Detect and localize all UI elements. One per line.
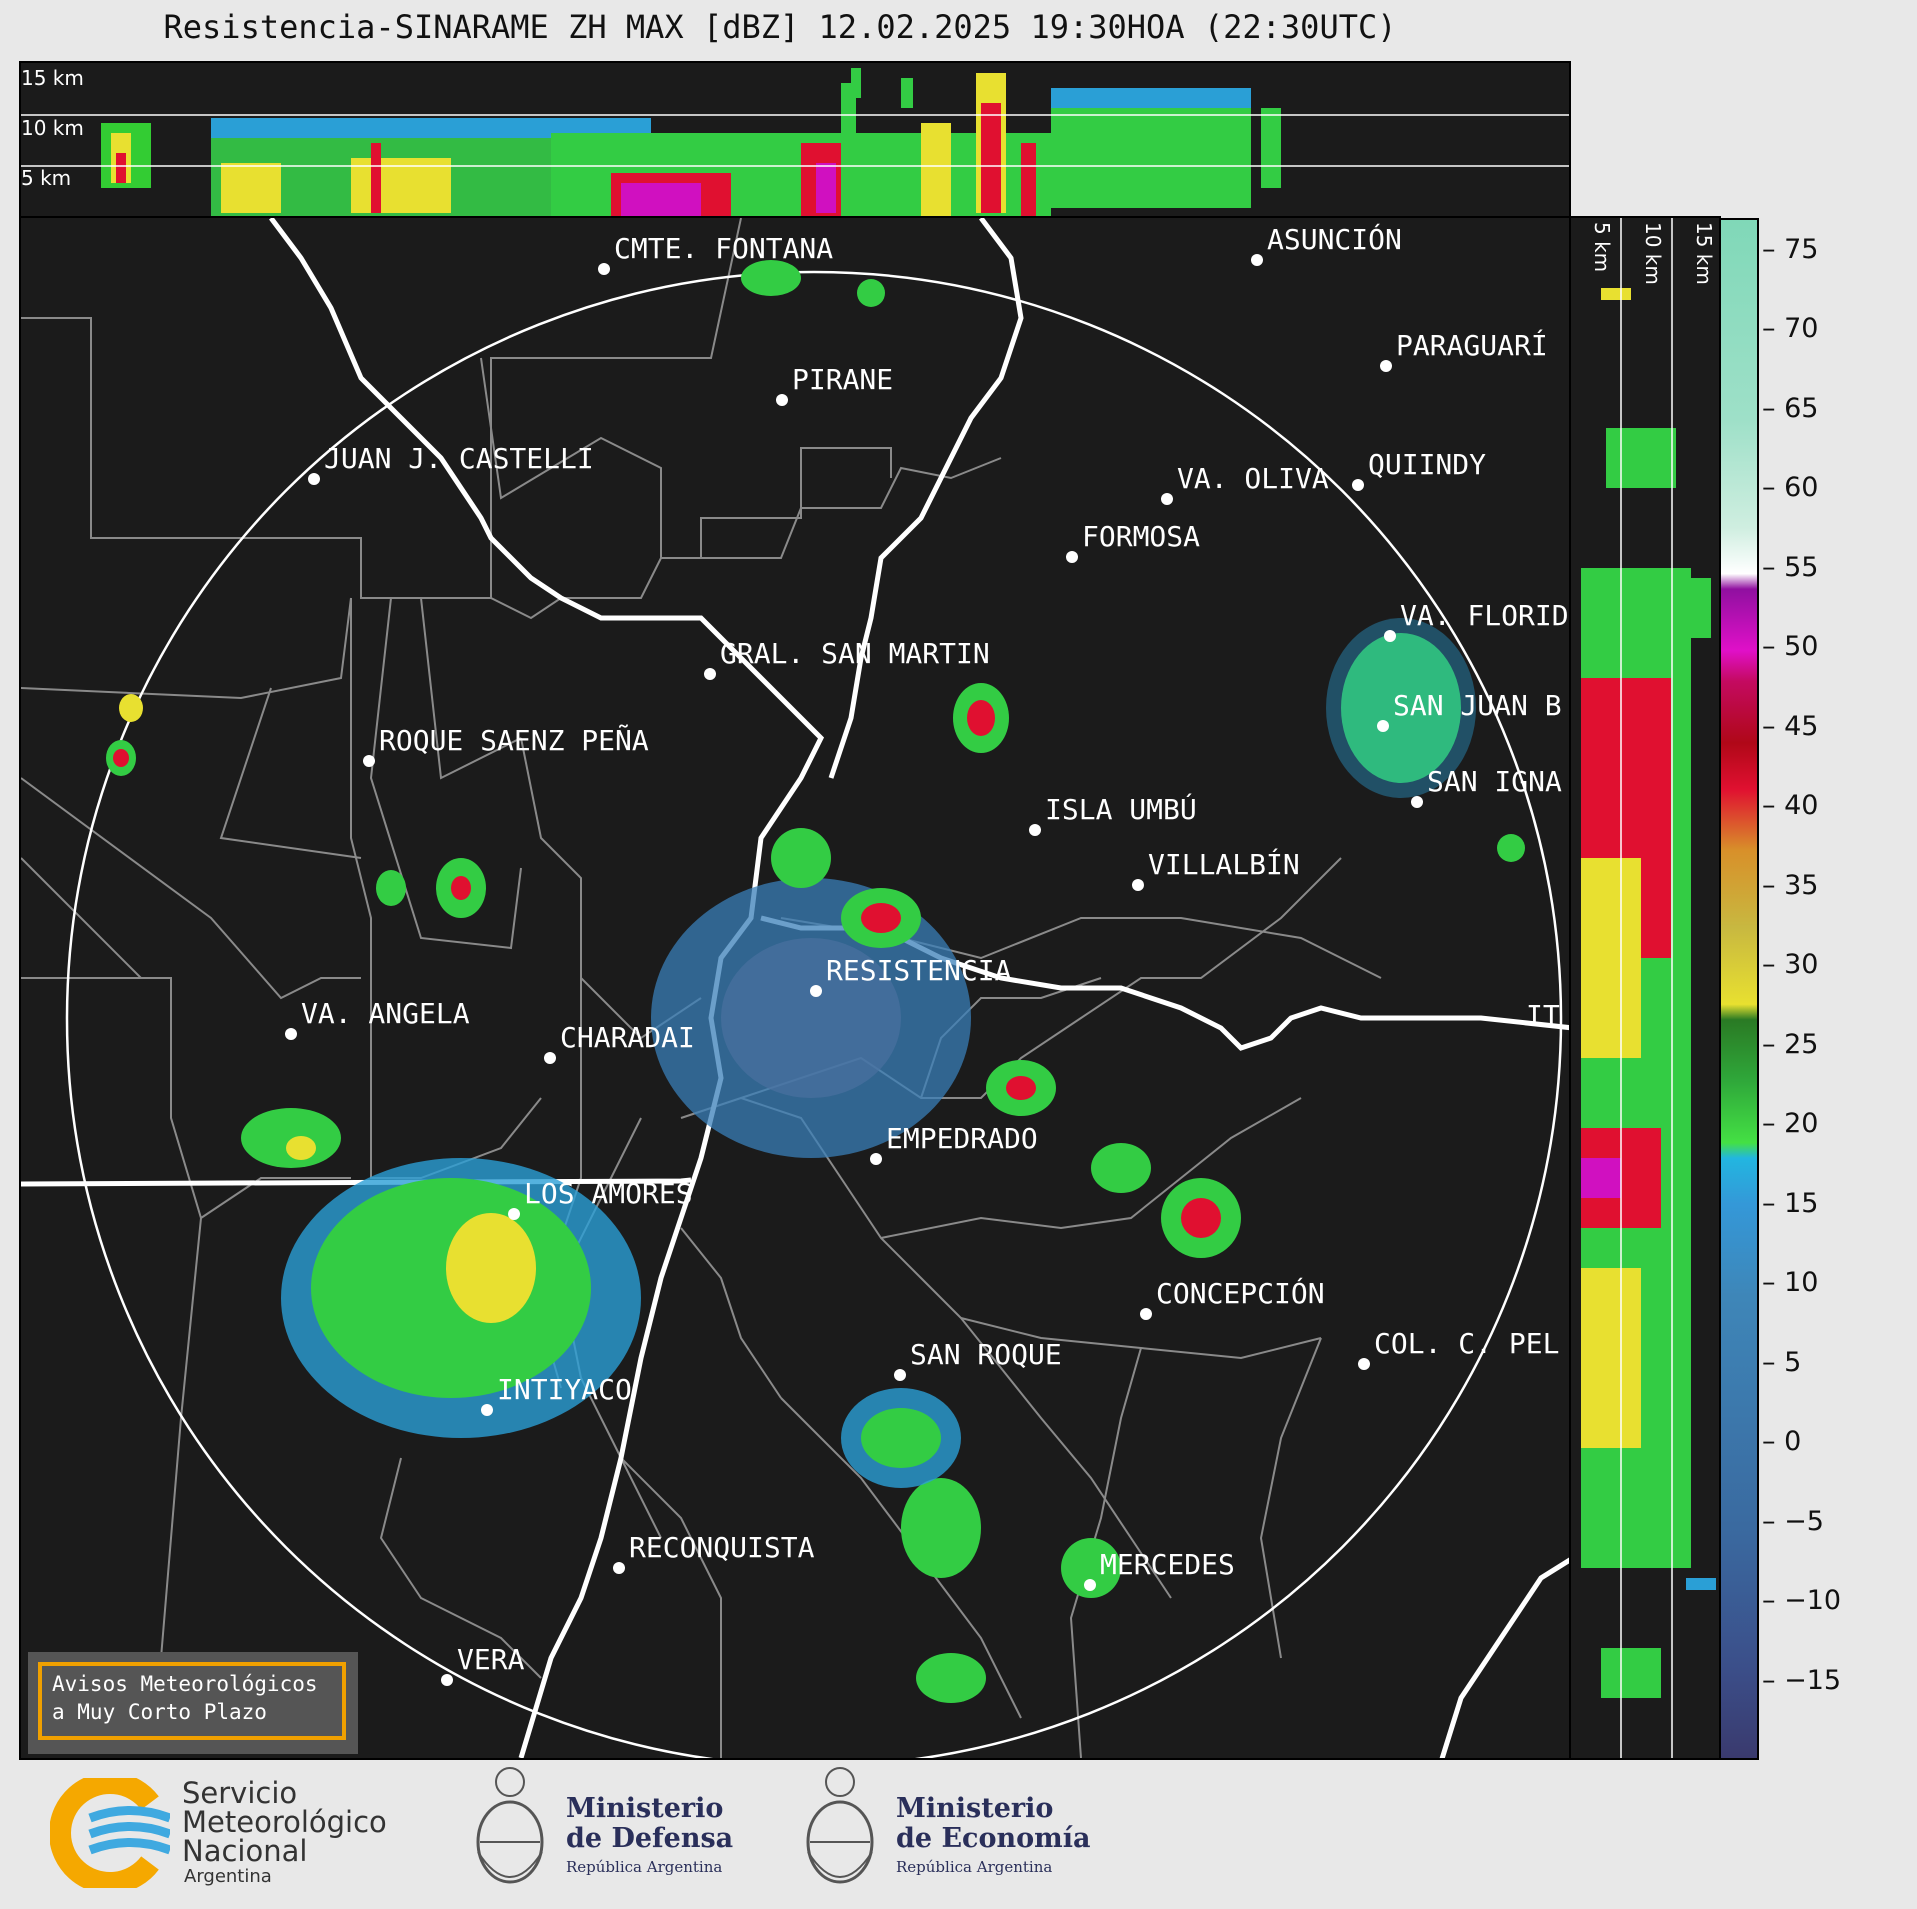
svg-text:RECONQUISTA: RECONQUISTA xyxy=(629,1531,815,1564)
radar-range-circle xyxy=(65,270,1563,1758)
colorbar-tick: – 15 xyxy=(1762,1187,1819,1219)
svg-text:EMPEDRADO: EMPEDRADO xyxy=(886,1122,1038,1155)
side-profile-echoes xyxy=(1581,288,1716,1698)
colorbar-tick: – 60 xyxy=(1762,472,1819,504)
coat-of-arms-icon xyxy=(476,1767,544,1884)
defensa-line1: Ministerio xyxy=(566,1793,724,1824)
svg-text:COL. C. PEL: COL. C. PEL xyxy=(1374,1327,1559,1360)
svg-text:INTIYACO: INTIYACO xyxy=(497,1373,632,1406)
side-height-10km: 10 km xyxy=(1641,222,1665,285)
radar-echoes xyxy=(106,260,1525,1703)
defensa-seal xyxy=(470,1762,550,1897)
colorbar-tick: – 0 xyxy=(1762,1426,1802,1458)
svg-text:LOS AMORES: LOS AMORES xyxy=(524,1177,693,1210)
colorbar-tick: – 10 xyxy=(1762,1267,1819,1299)
smn-line3: Nacional xyxy=(182,1834,308,1868)
colorbar-tick: – 45 xyxy=(1762,710,1819,742)
avisos-line1: Avisos Meteorológicos xyxy=(52,1672,318,1696)
economia-line3: República Argentina xyxy=(896,1858,1053,1876)
svg-text:FORMOSA: FORMOSA xyxy=(1082,520,1200,553)
svg-text:SAN ROQUE: SAN ROQUE xyxy=(910,1338,1062,1371)
colorbar-tick: – 30 xyxy=(1762,949,1819,981)
svg-text:SAN JUAN B: SAN JUAN B xyxy=(1393,689,1562,722)
svg-text:PIRANE: PIRANE xyxy=(792,363,893,396)
avisos-line2: a Muy Corto Plazo xyxy=(52,1700,267,1724)
smn-logo xyxy=(50,1778,170,1888)
top-height-profile: 15 km 10 km 5 km xyxy=(19,61,1571,219)
height-label-10km: 10 km xyxy=(21,116,84,140)
svg-text:VERA: VERA xyxy=(457,1643,525,1676)
smn-line2: Meteorológico xyxy=(182,1805,387,1839)
colorbar-tick: – 20 xyxy=(1762,1108,1819,1140)
economia-line1: Ministerio xyxy=(896,1793,1054,1824)
svg-text:CONCEPCIÓN: CONCEPCIÓN xyxy=(1156,1276,1325,1310)
coat-of-arms-icon xyxy=(806,1767,874,1884)
economia-seal xyxy=(800,1762,880,1897)
svg-text:RESISTENCIA: RESISTENCIA xyxy=(826,954,1012,987)
profile-echoes xyxy=(101,68,1281,217)
economia-line2: de Economía xyxy=(896,1823,1091,1854)
svg-text:ROQUE SAENZ PEÑA: ROQUE SAENZ PEÑA xyxy=(379,723,649,757)
side-height-15km: 15 km xyxy=(1692,222,1716,285)
svg-text:VA. ANGELA: VA. ANGELA xyxy=(301,997,470,1030)
svg-text:IT: IT xyxy=(1526,999,1560,1032)
svg-text:ISLA UMBÚ: ISLA UMBÚ xyxy=(1045,792,1197,826)
svg-text:PARAGUARÍ: PARAGUARÍ xyxy=(1396,328,1548,362)
colorbar-tick: – 65 xyxy=(1762,392,1819,424)
svg-text:ASUNCIÓN: ASUNCIÓN xyxy=(1267,222,1402,256)
smn-logo-icon xyxy=(50,1778,170,1888)
height-label-15km: 15 km xyxy=(21,66,84,90)
city-markers: CMTE. FONTANA ASUNCIÓN PARAGUARÍ PIRANE … xyxy=(285,222,1571,1686)
height-label-5km: 5 km xyxy=(21,166,71,190)
map-title: Resistencia-SINARAME ZH MAX [dBZ] 12.02.… xyxy=(163,8,1397,46)
colorbar-tick: – 35 xyxy=(1762,869,1819,901)
side-height-profile: 5 km 10 km 15 km xyxy=(1569,216,1721,1760)
smn-line4: Argentina xyxy=(184,1866,272,1887)
colorbar-tick: – 5 xyxy=(1762,1346,1802,1378)
svg-text:CHARADAI: CHARADAI xyxy=(560,1021,695,1054)
svg-text:VILLALBÍN: VILLALBÍN xyxy=(1148,847,1300,881)
defensa-line2: de Defensa xyxy=(566,1823,734,1854)
svg-text:QUIINDY: QUIINDY xyxy=(1368,448,1486,481)
colorbar-tick: – 25 xyxy=(1762,1028,1819,1060)
svg-text:MERCEDES: MERCEDES xyxy=(1100,1548,1235,1581)
svg-text:CMTE. FONTANA: CMTE. FONTANA xyxy=(614,232,833,265)
avisos-box: Avisos Meteorológicos a Muy Corto Plazo xyxy=(28,1652,358,1754)
colorbar-tick: – 40 xyxy=(1762,790,1819,822)
colorbar-tick: – 75 xyxy=(1762,233,1819,265)
colorbar-tick: – 55 xyxy=(1762,551,1819,583)
svg-text:JUAN J. CASTELLI: JUAN J. CASTELLI xyxy=(324,442,594,475)
radar-map[interactable]: CMTE. FONTANA ASUNCIÓN PARAGUARÍ PIRANE … xyxy=(19,216,1571,1760)
colorbar-tick: – −5 xyxy=(1762,1505,1824,1537)
colorbar-tick: – 70 xyxy=(1762,313,1819,345)
colorbar-tick: – 50 xyxy=(1762,631,1819,663)
side-height-5km: 5 km xyxy=(1590,222,1614,272)
svg-text:GRAL. SAN MARTIN: GRAL. SAN MARTIN xyxy=(720,637,990,670)
svg-text:VA. FLORIDA: VA. FLORIDA xyxy=(1400,599,1571,632)
colorbar-tick: – −15 xyxy=(1762,1664,1842,1696)
svg-text:SAN IGNA: SAN IGNA xyxy=(1427,765,1562,798)
svg-text:VA. OLIVA: VA. OLIVA xyxy=(1177,462,1329,495)
colorbar-tick: – −10 xyxy=(1762,1585,1842,1617)
smn-line1: Servicio xyxy=(182,1776,298,1810)
dbz-colorbar xyxy=(1719,218,1759,1760)
defensa-line3: República Argentina xyxy=(566,1858,723,1876)
